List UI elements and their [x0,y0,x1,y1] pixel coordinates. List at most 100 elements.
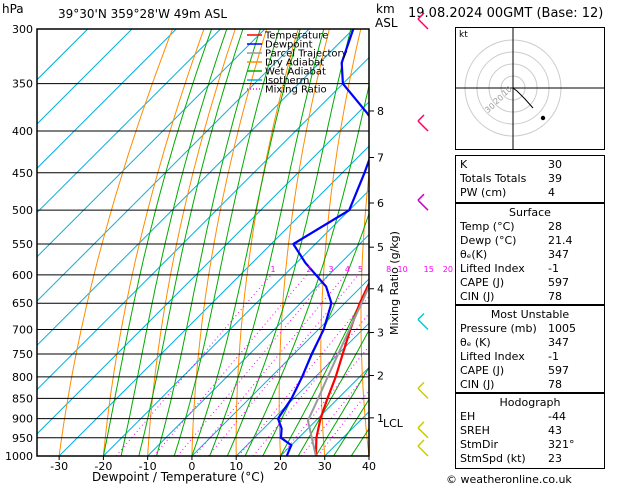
hodo-param-row: StmSpd (kt) 23 [460,452,600,466]
isotherm-line [37,29,133,125]
unstable-value: 597 [548,364,569,377]
pressure-unit-label: hPa [2,2,24,16]
unstable-value: 78 [548,378,562,391]
isotherm-line [37,56,369,391]
index-key: PW (cm) [460,186,507,199]
wind-barb-flag [417,421,425,429]
legend-label: Dry Adiabat [265,58,324,69]
mixing-ratio-label: 10 [398,265,408,274]
km-tick-label: 4 [377,283,384,296]
isotherm-line [235,322,369,456]
index-row: Totals Totals 39 [460,172,600,186]
km-tick-label: 6 [377,197,384,210]
pressure-tick-label: 800 [12,371,33,384]
legend-label: Temperature [264,31,328,42]
hodo-param-title: Hodograph [499,396,561,409]
unstable-row: CIN (J) 78 [460,378,600,392]
hodo-param-row: SREH 43 [460,424,600,438]
wind-barb-flag [417,439,425,447]
unstable-key: Lifted Index [460,350,525,363]
mixing-ratio-label: 5 [358,265,363,274]
series-line-dewpoint [276,29,369,456]
x-tick-label: -20 [94,460,112,473]
unstable-title: Most Unstable [490,308,570,321]
surface-row: CIN (J) 78 [460,290,600,304]
surface-key: Temp (°C) [460,220,515,233]
x-tick-label: -10 [139,460,157,473]
dry-adiabat-line [147,29,236,456]
pressure-tick-label: 850 [12,392,33,405]
wind-barb [417,381,429,399]
pressure-tick-label: 550 [12,238,33,251]
wind-barb-flag [417,114,425,122]
wind-barb-staff [417,120,429,132]
unstable-row: Pressure (mb) 1005 [460,322,600,336]
hodograph-params-panel: Hodograph EH -44 SREH 43 StmDir 321° StmSpd (kt… [455,393,605,469]
pressure-tick-label: 650 [12,297,33,310]
x-axis-title: Dewpoint / Temperature (°C) [92,470,265,484]
x-tick-label: 30 [318,460,332,473]
legend-label: Parcel Trajectory [265,49,348,60]
wind-barb-flag [417,381,425,389]
mixing-ratio-line [115,274,272,456]
plot-frame [36,28,370,457]
surface-value: 21.4 [548,234,573,247]
isotherm-line [37,29,177,169]
legend-label: Wet Adiabat [265,67,326,78]
isotherm-line [280,366,369,456]
wind-barb [417,439,429,457]
surface-key: Lifted Index [460,262,525,275]
wind-barb-staff [417,445,429,457]
hodo-param-key: EH [460,410,476,423]
index-row: K 30 [460,158,600,172]
km-tick-label: 2 [377,370,384,383]
hodograph-unit-label: kt [459,30,468,40]
isotherm-line [58,145,369,456]
unstable-key: θₑ (K) [460,336,491,349]
unstable-key: CAPE (J) [460,364,505,377]
surface-row: CAPE (J) 597 [460,276,600,290]
index-row: PW (cm) 4 [460,186,600,200]
x-tick-label: 20 [273,460,287,473]
hodo-param-key: StmSpd (kt) [460,452,526,465]
legend-label: Mixing Ratio [265,85,327,96]
surface-key: θₑ(K) [460,248,488,261]
mixing-ratio-label: 4 [345,265,350,274]
pressure-tick-label: 900 [12,413,33,426]
legend-label: Dewpoint [265,40,313,51]
surface-value: 347 [548,248,569,261]
hodograph-trace [512,87,534,109]
plot-area [37,29,369,456]
watermark: © weatheronline.co.uk [446,473,572,486]
mixing-ratio-label: 3 [329,265,334,274]
x-tick-label: 0 [188,460,195,473]
mixing-ratio-label: 15 [424,265,434,274]
km-tick-label: 7 [377,152,384,165]
wind-barb [417,312,429,331]
storm-motion-point [540,115,546,121]
hodo-param-value: 321° [548,438,575,451]
mixing-ratio-line [153,274,308,456]
unstable-row: Lifted Index -1 [460,350,600,364]
mixing-ratio-label: 1 [271,265,276,274]
wind-barb [417,12,429,30]
wind-barb-staff [417,199,429,211]
wet-adiabat-line [315,366,369,456]
surface-row: θₑ(K) 347 [460,248,600,262]
isotherm-line [147,233,369,456]
surface-value: 28 [548,220,562,233]
index-value: 39 [548,172,562,185]
mixing-ratio-label: 8 [386,265,391,274]
hodo-param-value: 23 [548,452,562,465]
index-key: Totals Totals [460,172,527,185]
lcl-label: LCL [383,417,403,430]
wind-barb [417,421,429,439]
pressure-tick-label: 400 [12,125,33,138]
isotherm-line [37,29,221,214]
asl-unit-label: ASL [375,16,398,30]
mixing-ratio-label: 20 [443,265,453,274]
pressure-tick-label: 500 [12,204,33,217]
hodo-param-value: 43 [548,424,562,437]
km-unit-label: km [376,2,395,16]
